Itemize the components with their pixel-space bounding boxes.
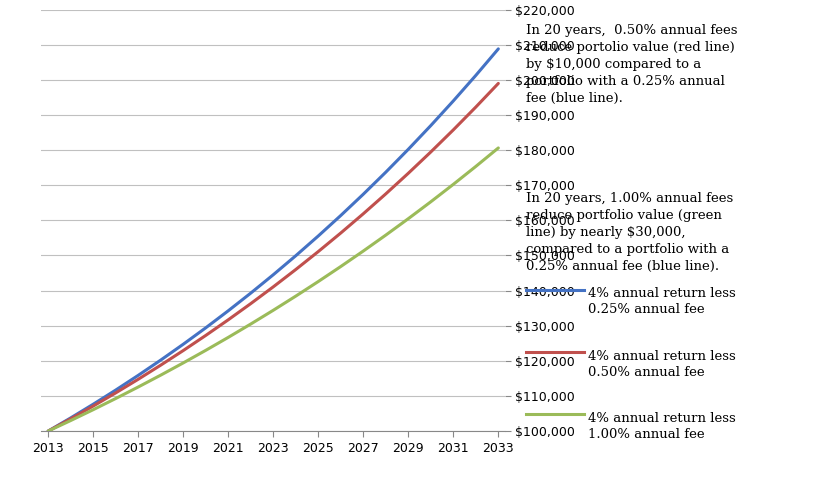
Text: 4% annual return less
1.00% annual fee: 4% annual return less 1.00% annual fee — [587, 412, 734, 441]
4% annual return less
1.00% annual fee — [178, 360, 188, 366]
4% annual return less
1.00% annual fee — [246, 321, 256, 327]
4% annual return less
0.50% annual fee — [268, 284, 278, 290]
4% annual return less
0.25% annual fee — [493, 46, 503, 52]
4% annual return less
0.25% annual fee — [403, 147, 413, 152]
4% annual return less
0.50% annual fee — [313, 249, 323, 254]
4% annual return less
1.00% annual fee — [380, 232, 390, 238]
4% annual return less
0.25% annual fee — [380, 169, 390, 175]
4% annual return less
0.50% annual fee — [178, 348, 188, 354]
4% annual return less
0.25% annual fee — [358, 192, 368, 197]
4% annual return less
0.25% annual fee — [290, 253, 300, 259]
4% annual return less
1.00% annual fee — [358, 248, 368, 254]
4% annual return less
1.00% annual fee — [313, 279, 323, 285]
4% annual return less
1.00% annual fee — [155, 372, 165, 378]
4% annual return less
0.25% annual fee — [155, 357, 165, 363]
Line: 4% annual return less
1.00% annual fee: 4% annual return less 1.00% annual fee — [48, 148, 498, 431]
4% annual return less
0.50% annual fee — [200, 332, 210, 338]
4% annual return less
0.25% annual fee — [43, 428, 53, 434]
4% annual return less
0.50% annual fee — [43, 428, 53, 434]
4% annual return less
0.50% annual fee — [447, 127, 457, 133]
Line: 4% annual return less
0.50% annual fee: 4% annual return less 0.50% annual fee — [48, 83, 498, 431]
4% annual return less
0.50% annual fee — [290, 267, 300, 273]
4% annual return less
0.25% annual fee — [178, 342, 188, 347]
4% annual return less
0.25% annual fee — [65, 415, 75, 421]
4% annual return less
1.00% annual fee — [200, 347, 210, 353]
4% annual return less
1.00% annual fee — [111, 396, 121, 401]
4% annual return less
0.25% annual fee — [200, 325, 210, 331]
Text: In 20 years,  0.50% annual fees
reduce portolio value (red line)
by $10,000 comp: In 20 years, 0.50% annual fees reduce po… — [525, 24, 736, 105]
4% annual return less
0.50% annual fee — [246, 301, 256, 307]
4% annual return less
0.50% annual fee — [133, 376, 143, 382]
4% annual return less
0.25% annual fee — [336, 213, 346, 218]
Text: 4% annual return less
0.25% annual fee: 4% annual return less 0.25% annual fee — [587, 287, 734, 317]
4% annual return less
0.25% annual fee — [133, 373, 143, 378]
4% annual return less
0.50% annual fee — [380, 191, 390, 197]
4% annual return less
1.00% annual fee — [425, 199, 435, 205]
4% annual return less
1.00% annual fee — [133, 384, 143, 390]
4% annual return less
0.50% annual fee — [111, 390, 121, 396]
4% annual return less
0.50% annual fee — [336, 230, 346, 236]
4% annual return less
0.25% annual fee — [268, 272, 278, 278]
4% annual return less
0.25% annual fee — [223, 308, 233, 314]
4% annual return less
0.25% annual fee — [88, 401, 98, 407]
4% annual return less
0.50% annual fee — [88, 403, 98, 409]
Text: 4% annual return less
0.50% annual fee: 4% annual return less 0.50% annual fee — [587, 350, 734, 379]
4% annual return less
0.25% annual fee — [111, 387, 121, 393]
4% annual return less
0.50% annual fee — [65, 416, 75, 422]
4% annual return less
0.50% annual fee — [493, 80, 503, 86]
4% annual return less
1.00% annual fee — [290, 293, 300, 299]
4% annual return less
0.50% annual fee — [425, 149, 435, 155]
4% annual return less
0.50% annual fee — [403, 171, 413, 176]
4% annual return less
1.00% annual fee — [336, 263, 346, 269]
Text: In 20 years, 1.00% annual fees
reduce portfolio value (green
line) by nearly $30: In 20 years, 1.00% annual fees reduce po… — [525, 192, 732, 273]
4% annual return less
1.00% annual fee — [268, 308, 278, 313]
4% annual return less
0.25% annual fee — [447, 98, 457, 104]
4% annual return less
1.00% annual fee — [88, 407, 98, 412]
4% annual return less
0.50% annual fee — [471, 104, 480, 110]
4% annual return less
0.50% annual fee — [358, 211, 368, 217]
4% annual return less
1.00% annual fee — [447, 182, 457, 187]
4% annual return less
0.25% annual fee — [425, 123, 435, 128]
4% annual return less
1.00% annual fee — [223, 334, 233, 340]
4% annual return less
1.00% annual fee — [493, 145, 503, 151]
4% annual return less
0.25% annual fee — [313, 233, 323, 239]
4% annual return less
0.25% annual fee — [246, 290, 256, 296]
4% annual return less
1.00% annual fee — [403, 216, 413, 222]
4% annual return less
1.00% annual fee — [43, 428, 53, 434]
Line: 4% annual return less
0.25% annual fee: 4% annual return less 0.25% annual fee — [48, 49, 498, 431]
4% annual return less
0.50% annual fee — [155, 362, 165, 368]
4% annual return less
1.00% annual fee — [471, 163, 480, 169]
4% annual return less
0.25% annual fee — [471, 72, 480, 78]
4% annual return less
0.50% annual fee — [223, 317, 233, 323]
4% annual return less
1.00% annual fee — [65, 418, 75, 423]
